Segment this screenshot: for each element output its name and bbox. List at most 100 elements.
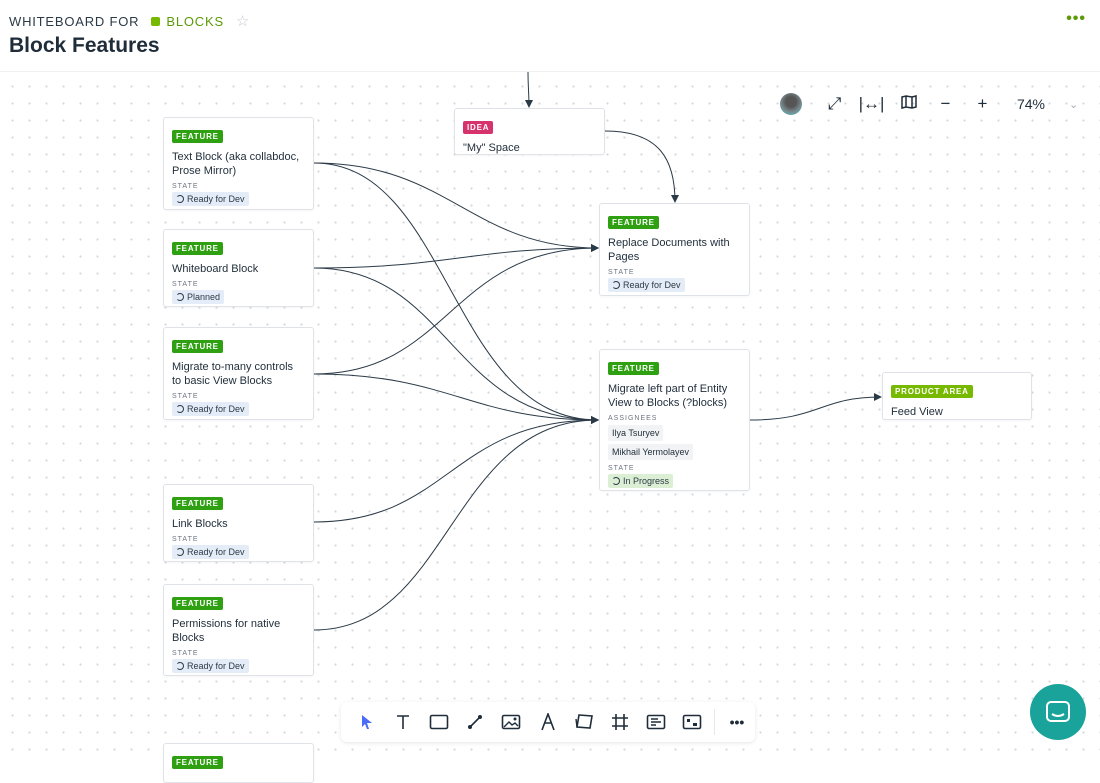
state-text: In Progress (623, 476, 670, 486)
state-badge: Ready for Dev (172, 659, 249, 673)
state-text: Ready for Dev (187, 547, 245, 557)
zoom-level[interactable]: 74% (1016, 96, 1046, 112)
breadcrumb-prefix: WHITEBOARD FOR (9, 13, 140, 29)
frame-tool-icon[interactable] (602, 707, 638, 737)
card-whiteboard-block[interactable]: FEATURE Whiteboard Block STATE Planned (163, 229, 314, 307)
state-badge: In Progress (608, 474, 674, 488)
status-icon (176, 662, 184, 670)
state-label: STATE (172, 650, 199, 657)
edge (313, 162, 599, 424)
state-label: STATE (172, 281, 199, 288)
card-title: "My" Space (463, 142, 520, 154)
edge (313, 416, 599, 631)
header: WHITEBOARD FOR BLOCKS ☆ Block Features •… (0, 0, 1100, 72)
page-title: Block Features (9, 34, 160, 57)
status-icon (612, 477, 620, 485)
card-permissions[interactable]: FEATURE Permissions for native Blocks ST… (163, 584, 314, 676)
state-text: Ready for Dev (187, 404, 245, 414)
card-title: Link Blocks (172, 518, 228, 530)
more-tools-icon[interactable]: ••• (729, 714, 745, 730)
type-tag: FEATURE (172, 597, 223, 610)
type-tag: IDEA (463, 121, 494, 134)
card-title: Feed View (891, 406, 943, 418)
status-icon (612, 281, 620, 289)
status-icon (176, 293, 184, 301)
edge (524, 71, 533, 108)
toolbar-divider (713, 709, 715, 735)
card-my-space[interactable]: IDEA "My" Space (454, 108, 605, 155)
edge (749, 393, 882, 421)
card-link-blocks[interactable]: FEATURE Link Blocks STATE Ready for Dev (163, 484, 314, 562)
edges (313, 71, 882, 631)
text-card-tool-icon[interactable] (638, 707, 674, 737)
text-tool-icon[interactable] (385, 707, 421, 737)
type-tag: FEATURE (172, 340, 223, 353)
edge (313, 244, 599, 269)
more-options-button[interactable]: ••• (1066, 10, 1086, 27)
edge (604, 130, 679, 203)
card-title: Replace Documents with Pages (608, 237, 730, 263)
status-icon (176, 195, 184, 203)
type-tag: FEATURE (608, 216, 659, 229)
card-title: Migrate to-many controls to basic View B… (172, 361, 294, 387)
state-label: STATE (172, 393, 199, 400)
zoom-in-button[interactable]: + (977, 94, 988, 113)
breadcrumb-space-link[interactable]: BLOCKS (166, 13, 224, 29)
fullscreen-icon[interactable]: ⤢ (827, 94, 842, 113)
type-tag: FEATURE (172, 130, 223, 143)
zoom-out-button[interactable]: − (940, 94, 951, 113)
card-migrate-left[interactable]: FEATURE Migrate left part of Entity View… (599, 349, 750, 491)
space-color-icon (151, 16, 161, 26)
type-tag: FEATURE (172, 497, 223, 510)
edge (313, 267, 599, 424)
state-text: Ready for Dev (187, 661, 245, 671)
status-icon (176, 405, 184, 413)
card-text-block[interactable]: FEATURE Text Block (aka collabdoc, Prose… (163, 117, 314, 210)
state-badge: Ready for Dev (172, 192, 249, 206)
card-title: Text Block (aka collabdoc, Prose Mirror) (172, 151, 300, 177)
image-tool-icon[interactable] (493, 707, 529, 737)
card-title: Whiteboard Block (172, 263, 259, 275)
minimap-icon[interactable] (890, 94, 927, 114)
assignees-label: ASSIGNEES (608, 415, 658, 422)
avatar[interactable] (780, 93, 802, 115)
drawing-toolbar: ••• (341, 702, 755, 742)
state-label: STATE (172, 183, 199, 190)
edge (313, 373, 599, 424)
state-badge: Ready for Dev (172, 545, 249, 559)
breadcrumb: WHITEBOARD FOR BLOCKS ☆ (9, 12, 250, 30)
card-title: Permissions for native Blocks (172, 618, 281, 644)
chat-icon (1046, 701, 1070, 722)
select-tool-icon[interactable] (349, 707, 385, 737)
chevron-down-icon[interactable]: ⌄ (1069, 98, 1079, 111)
entity-card-tool-icon[interactable] (674, 707, 710, 737)
line-tool-icon[interactable] (457, 707, 493, 737)
pen-tool-icon[interactable] (529, 707, 565, 737)
fit-width-icon[interactable]: |↔| (858, 94, 885, 113)
view-controls: ⤢ |↔| − + 74% ⌄ (776, 88, 1078, 120)
type-tag: PRODUCT AREA (891, 385, 973, 398)
sticky-notes-tool-icon[interactable] (566, 707, 602, 737)
edge (313, 162, 599, 252)
status-icon (176, 548, 184, 556)
chat-support-button[interactable] (1030, 684, 1086, 740)
type-tag: FEATURE (172, 242, 223, 255)
state-badge: Ready for Dev (172, 402, 249, 416)
card-replace-documents[interactable]: FEATURE Replace Documents with Pages STA… (599, 203, 750, 296)
star-icon[interactable]: ☆ (235, 13, 251, 30)
edge (313, 416, 599, 523)
state-label: STATE (608, 465, 635, 472)
state-badge: Ready for Dev (608, 278, 685, 292)
state-text: Ready for Dev (623, 280, 681, 290)
card-title: Migrate left part of Entity View to Bloc… (608, 383, 728, 409)
type-tag: FEATURE (608, 362, 659, 375)
card-feed-view[interactable]: PRODUCT AREA Feed View (882, 372, 1032, 420)
type-tag: FEATURE (172, 756, 223, 769)
card-partial[interactable]: FEATURE (163, 743, 314, 783)
assignee-chip[interactable]: Ilya Tsuryev (608, 425, 664, 441)
state-label: STATE (608, 269, 635, 276)
rectangle-tool-icon[interactable] (421, 707, 457, 737)
assignee-chip[interactable]: Mikhail Yermolayev (608, 444, 694, 460)
edge (313, 244, 599, 375)
card-migrate-to-many[interactable]: FEATURE Migrate to-many controls to basi… (163, 327, 314, 420)
